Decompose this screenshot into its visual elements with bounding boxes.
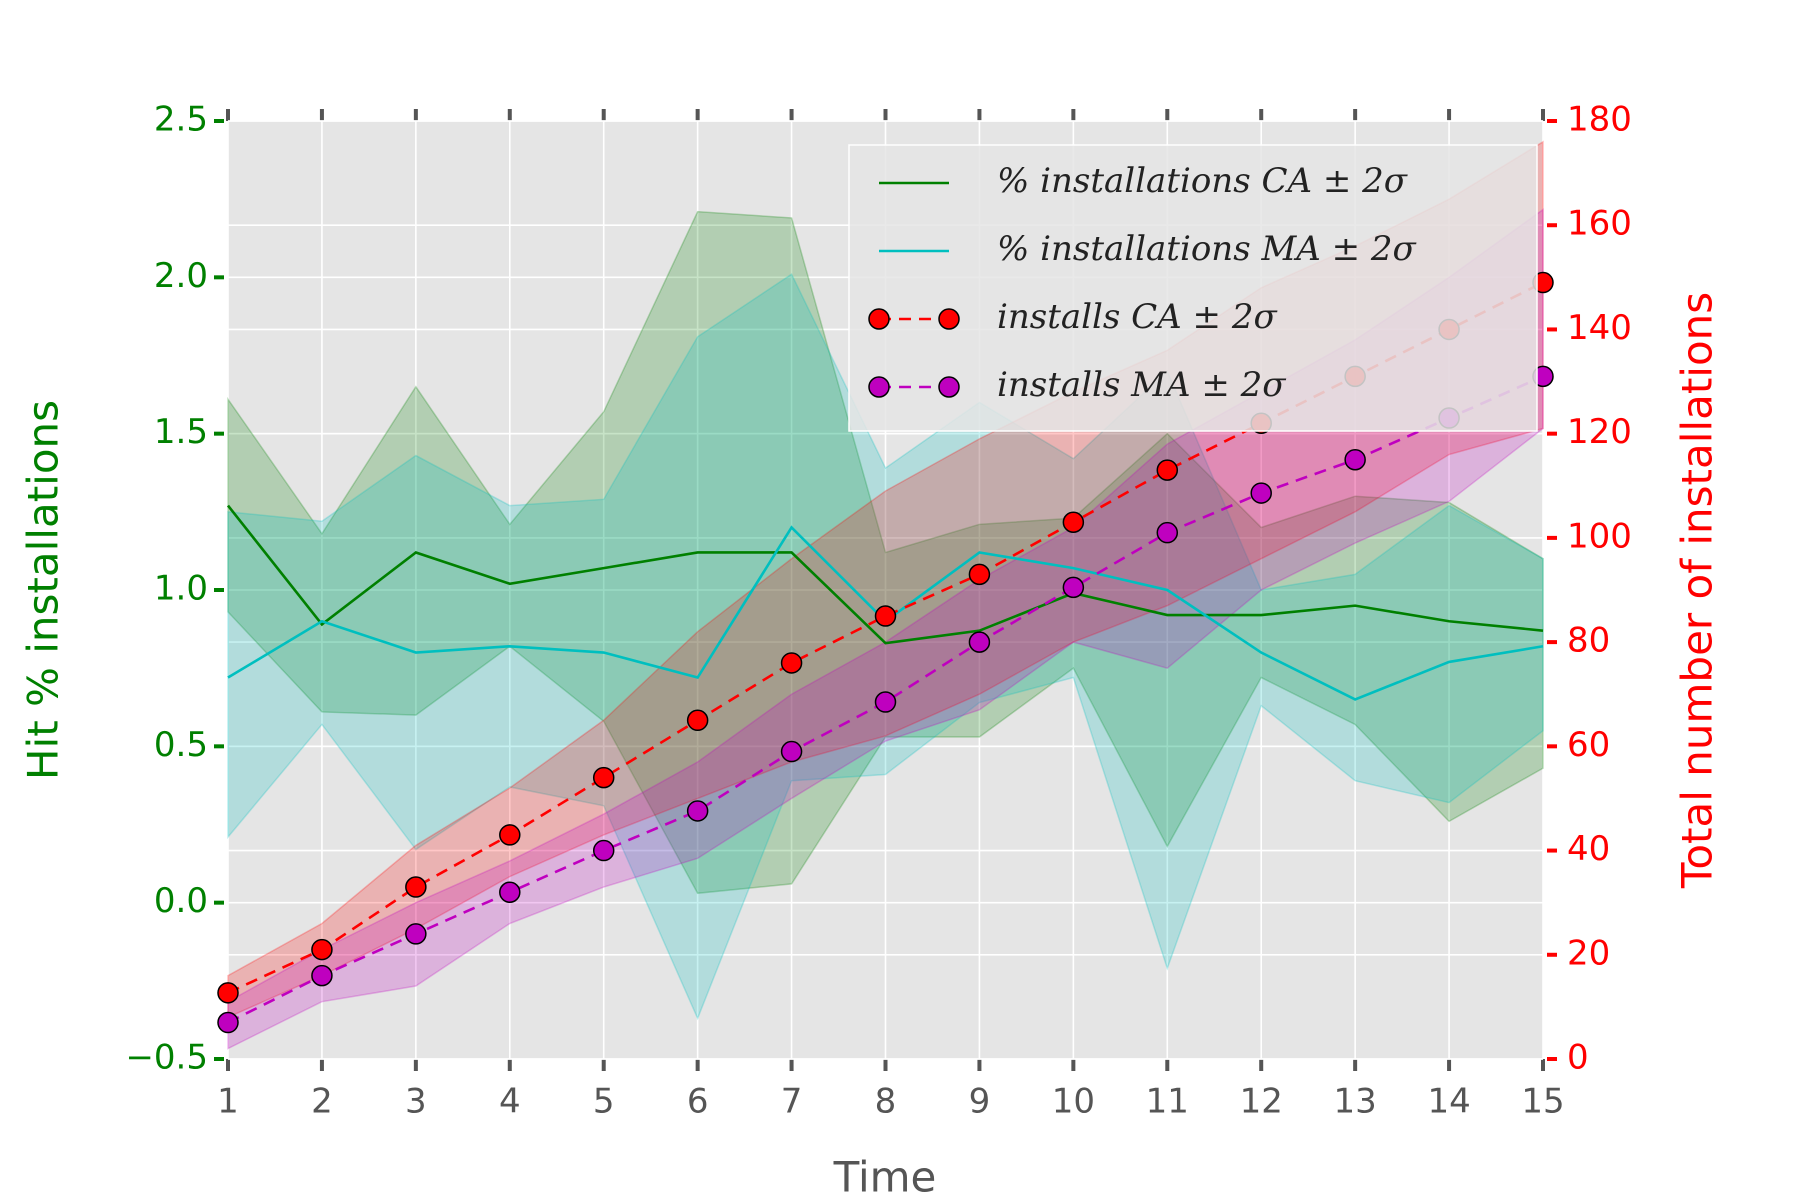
y2-tick-label: 100	[1567, 516, 1632, 556]
y2-tick-label: 60	[1567, 725, 1610, 765]
y2-axis-label: Total number of installations	[1673, 292, 1722, 889]
y-tick-label: 2.5	[154, 100, 208, 140]
marker	[1062, 576, 1085, 599]
x-tick-label: 15	[1521, 1082, 1564, 1122]
x-tick-label: 12	[1240, 1082, 1283, 1122]
x-tick-label: 8	[875, 1082, 897, 1122]
marker	[405, 876, 427, 898]
marker	[968, 563, 991, 586]
y2-tick-label: 160	[1567, 204, 1632, 244]
y-tick-label: −0.5	[125, 1038, 208, 1078]
marker	[311, 938, 333, 961]
x-tick-label: 4	[499, 1082, 521, 1122]
x-tick-label: 7	[781, 1082, 803, 1122]
marker	[1156, 521, 1179, 544]
marker	[686, 800, 709, 822]
y-tick-label: 2.0	[154, 256, 208, 296]
marker	[1156, 459, 1179, 481]
error-band	[227, 273, 1544, 1021]
marker	[499, 824, 521, 846]
y-tick-label: 0.5	[154, 725, 208, 765]
x-tick-label: 11	[1146, 1082, 1189, 1122]
y-tick-label: 1.5	[154, 412, 208, 452]
error-band	[227, 210, 1544, 895]
legend-marker	[938, 308, 960, 330]
marker	[968, 631, 991, 653]
marker	[592, 839, 615, 862]
marker	[874, 691, 897, 713]
legend-label: installs CA ± 2σ	[997, 297, 1277, 337]
y2-tick-label: 20	[1567, 933, 1610, 973]
marker	[780, 652, 803, 674]
legend-box	[848, 144, 1538, 432]
legend-label: % installations CA ± 2σ	[997, 161, 1408, 201]
legend-label: installs MA ± 2σ	[997, 365, 1286, 405]
marker	[311, 964, 333, 987]
marker	[1062, 511, 1085, 534]
x-tick-label: 9	[969, 1082, 991, 1122]
marker	[217, 1011, 239, 1034]
legend-marker	[868, 376, 890, 398]
y2-tick-label: 180	[1567, 100, 1632, 140]
x-axis-label: Time	[833, 1153, 937, 1200]
marker	[874, 605, 897, 627]
marker	[405, 923, 427, 945]
y-axis-label: Hit % installations	[19, 400, 68, 780]
marker	[499, 881, 521, 903]
y2-tick-label: 0	[1567, 1038, 1589, 1078]
marker	[217, 982, 239, 1004]
y2-tick-label: 40	[1567, 829, 1610, 869]
x-tick-label: 1	[217, 1082, 239, 1122]
legend-marker	[868, 308, 890, 330]
series-line	[227, 375, 1544, 1024]
y2-tick-label: 140	[1567, 308, 1632, 348]
marker	[686, 709, 709, 732]
y2-tick-label: 120	[1567, 412, 1632, 452]
x-tick-label: 5	[593, 1082, 615, 1122]
x-tick-label: 6	[687, 1082, 709, 1122]
marker	[592, 766, 615, 789]
x-tick-label: 10	[1052, 1082, 1095, 1122]
legend-marker	[938, 376, 960, 398]
y-tick-label: 0.0	[154, 881, 208, 921]
y2-tick-label: 80	[1567, 621, 1610, 661]
x-tick-label: 13	[1334, 1082, 1377, 1122]
marker	[1344, 448, 1366, 471]
y-tick-label: 1.0	[154, 569, 208, 609]
legend-label: % installations MA ± 2σ	[997, 229, 1417, 269]
series-line	[226, 504, 1544, 645]
x-tick-label: 14	[1427, 1082, 1470, 1122]
marker	[1250, 482, 1272, 504]
marker	[780, 740, 803, 763]
x-tick-label: 3	[405, 1082, 427, 1122]
x-tick-label: 2	[311, 1082, 333, 1122]
legend: % installations CA ± 2σ % installations M…	[848, 144, 1538, 432]
